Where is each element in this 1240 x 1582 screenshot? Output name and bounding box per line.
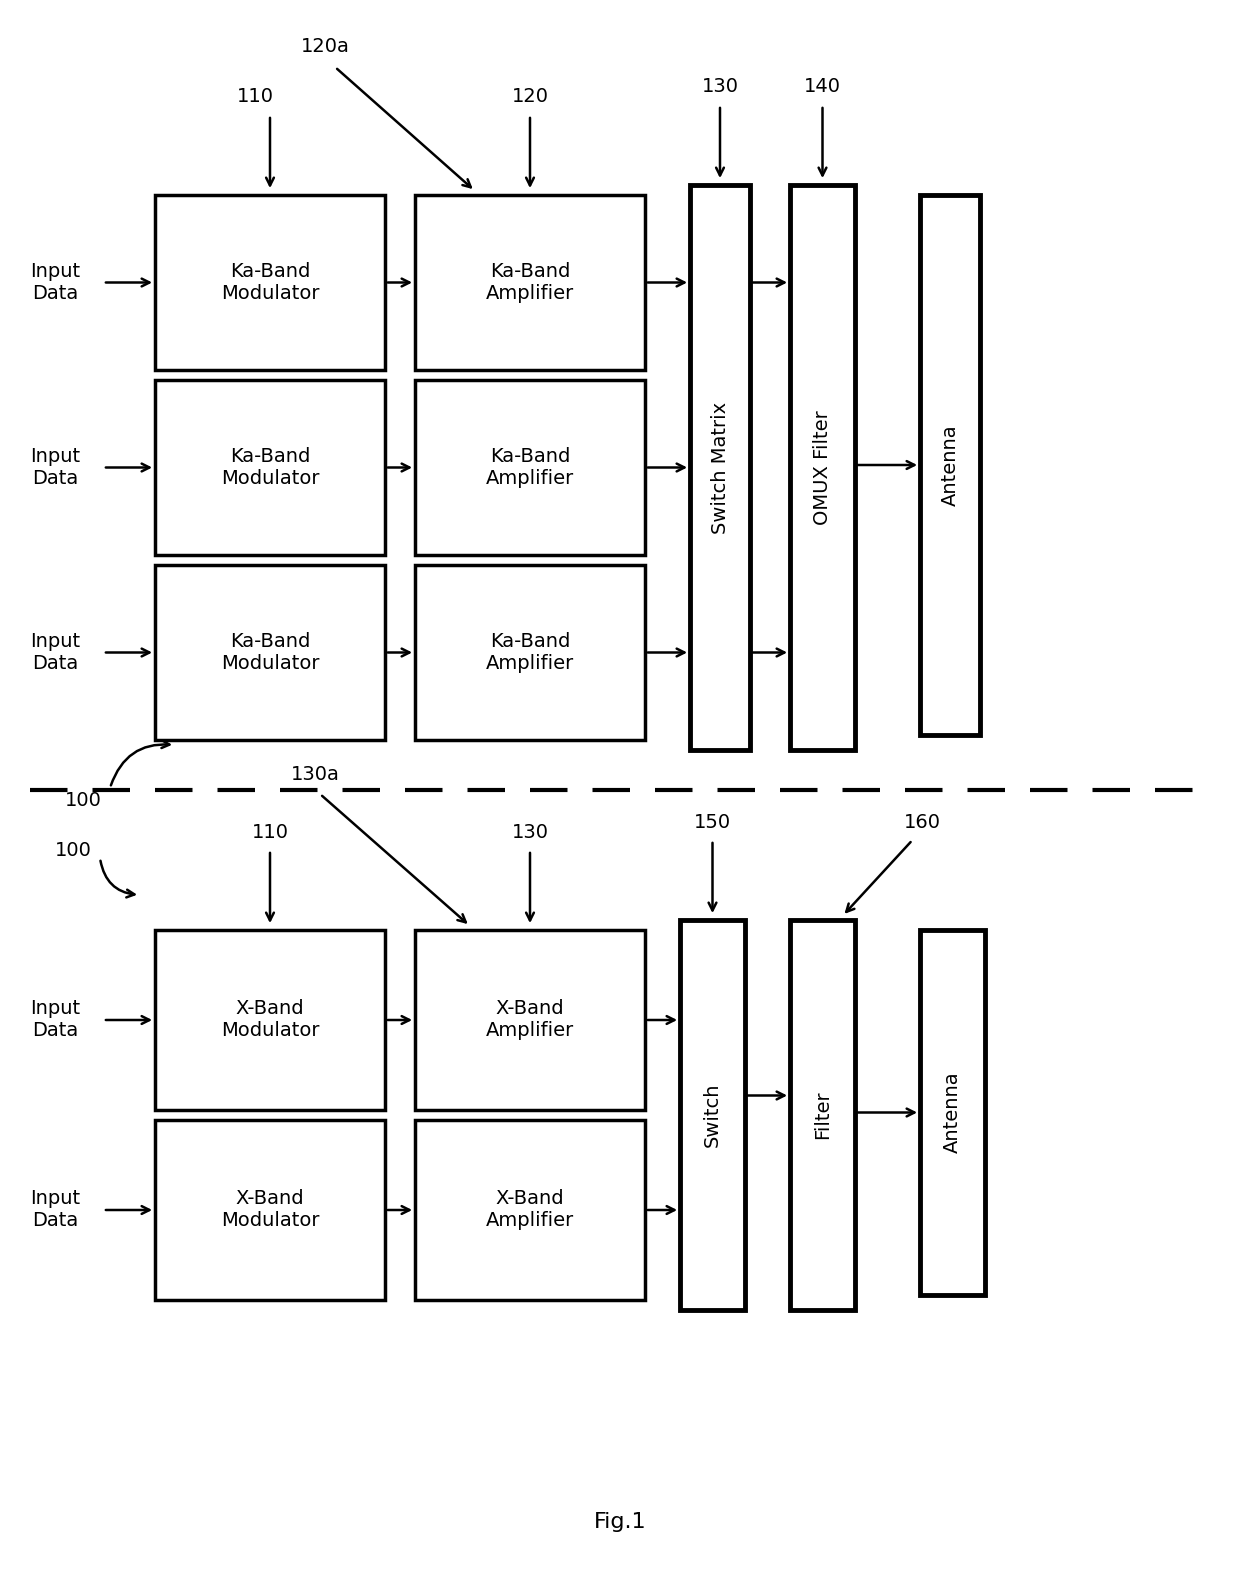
Bar: [415, 930, 645, 1111]
Text: Ka-Band
Modulator: Ka-Band Modulator: [221, 448, 319, 487]
Text: Filter: Filter: [813, 1090, 832, 1139]
Text: Input
Data: Input Data: [30, 631, 81, 672]
Text: Input
Data: Input Data: [30, 448, 81, 487]
Text: 120: 120: [511, 87, 548, 106]
Bar: [155, 565, 384, 740]
Bar: [155, 930, 384, 1111]
Text: 130: 130: [702, 78, 739, 97]
Text: Ka-Band
Amplifier: Ka-Band Amplifier: [486, 631, 574, 672]
Bar: [415, 565, 645, 740]
Bar: [920, 930, 985, 1296]
Text: Ka-Band
Amplifier: Ka-Band Amplifier: [486, 263, 574, 304]
Bar: [790, 185, 856, 750]
Text: 130: 130: [511, 823, 548, 842]
Text: 130a: 130a: [290, 764, 340, 783]
Text: X-Band
Amplifier: X-Band Amplifier: [486, 1190, 574, 1231]
Text: Switch Matrix: Switch Matrix: [711, 402, 729, 533]
Text: 150: 150: [694, 813, 732, 832]
Text: Switch: Switch: [703, 1082, 722, 1147]
Text: X-Band
Modulator: X-Band Modulator: [221, 1000, 319, 1041]
Text: 140: 140: [804, 78, 841, 97]
Text: X-Band
Amplifier: X-Band Amplifier: [486, 1000, 574, 1041]
Text: Antenna: Antenna: [940, 424, 960, 506]
Bar: [155, 195, 384, 370]
Bar: [415, 1120, 645, 1300]
Text: Input
Data: Input Data: [30, 1000, 81, 1041]
Text: Fig.1: Fig.1: [594, 1512, 646, 1531]
Text: 110: 110: [237, 87, 274, 106]
Text: 100: 100: [64, 791, 102, 810]
Bar: [920, 195, 980, 736]
Text: 110: 110: [252, 823, 289, 842]
Bar: [689, 185, 750, 750]
Bar: [155, 380, 384, 555]
Bar: [415, 195, 645, 370]
Text: 160: 160: [904, 813, 941, 832]
Text: Ka-Band
Modulator: Ka-Band Modulator: [221, 263, 319, 304]
Bar: [155, 1120, 384, 1300]
Text: OMUX Filter: OMUX Filter: [813, 410, 832, 525]
Bar: [680, 921, 745, 1310]
Text: Antenna: Antenna: [942, 1071, 962, 1153]
Text: Input
Data: Input Data: [30, 263, 81, 304]
Text: Input
Data: Input Data: [30, 1190, 81, 1231]
Text: 100: 100: [55, 840, 92, 859]
Text: Ka-Band
Amplifier: Ka-Band Amplifier: [486, 448, 574, 487]
Text: Ka-Band
Modulator: Ka-Band Modulator: [221, 631, 319, 672]
Bar: [415, 380, 645, 555]
Text: X-Band
Modulator: X-Band Modulator: [221, 1190, 319, 1231]
Text: 120a: 120a: [300, 38, 350, 57]
Bar: [790, 921, 856, 1310]
